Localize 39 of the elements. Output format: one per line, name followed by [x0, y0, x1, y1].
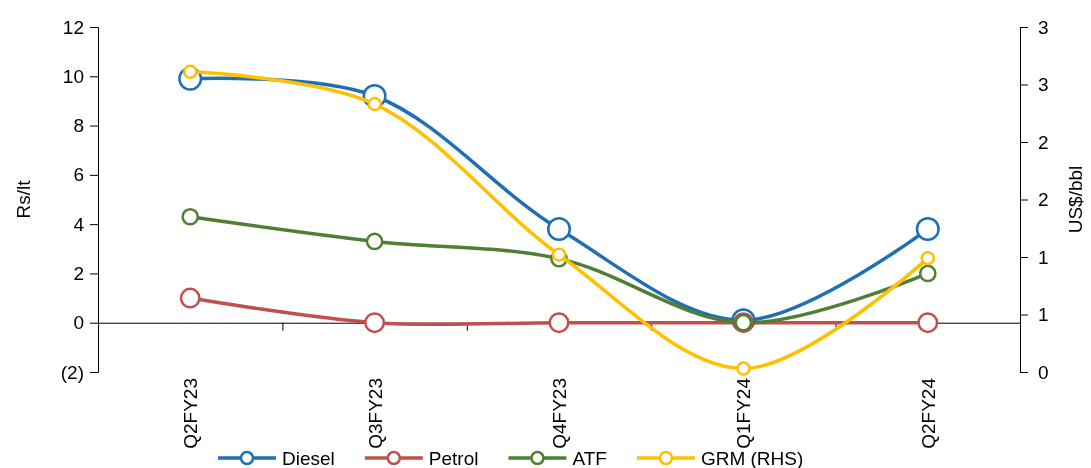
x-tick-label: Q2FY23: [180, 378, 202, 449]
point: [367, 96, 382, 112]
point: [736, 361, 751, 376]
legend-label: Diesel: [282, 447, 335, 468]
y2-tick-label: 3: [1038, 74, 1049, 96]
y2-tick-label: 1: [1038, 304, 1049, 326]
point: [920, 250, 936, 266]
y2-axis-title: US$/bbl: [1065, 165, 1086, 234]
y-tick-label: 8: [73, 115, 84, 137]
y2-tick-label: 3: [1038, 16, 1049, 38]
y2-tick-label: 0: [1038, 361, 1049, 383]
legend-label: ATF: [572, 447, 607, 468]
y2-tick-label: 2: [1038, 189, 1049, 211]
point: [181, 207, 200, 226]
y-tick-label: 12: [62, 16, 84, 38]
y-tick-label: 2: [73, 263, 84, 285]
x-tick-label: Q4FY23: [549, 378, 570, 449]
point: [918, 264, 937, 283]
x-tick-label: Q1FY24: [733, 377, 755, 449]
point: [548, 312, 570, 334]
point: [917, 312, 939, 334]
y-axis-title: Rs/lt: [13, 179, 34, 219]
legend-label: Petrol: [428, 447, 479, 468]
y2-tick-label: 2: [1038, 131, 1049, 153]
point: [546, 217, 572, 242]
legend-label: GRM (RHS): [700, 447, 804, 468]
y-tick-label: 6: [73, 164, 84, 186]
point: [551, 247, 567, 262]
x-tick-label: Q2FY24: [917, 377, 939, 449]
y-tick-label: 0: [73, 312, 84, 334]
y-tick-label: 4: [73, 213, 85, 235]
y2-tick-label: 1: [1038, 246, 1049, 268]
x-tick-label: Q3FY23: [364, 378, 386, 449]
point: [364, 312, 386, 334]
point: [365, 232, 384, 251]
point: [179, 287, 201, 309]
y-tick-label: 10: [62, 65, 84, 87]
y-tick-label: (2): [60, 361, 84, 383]
point: [915, 217, 940, 242]
